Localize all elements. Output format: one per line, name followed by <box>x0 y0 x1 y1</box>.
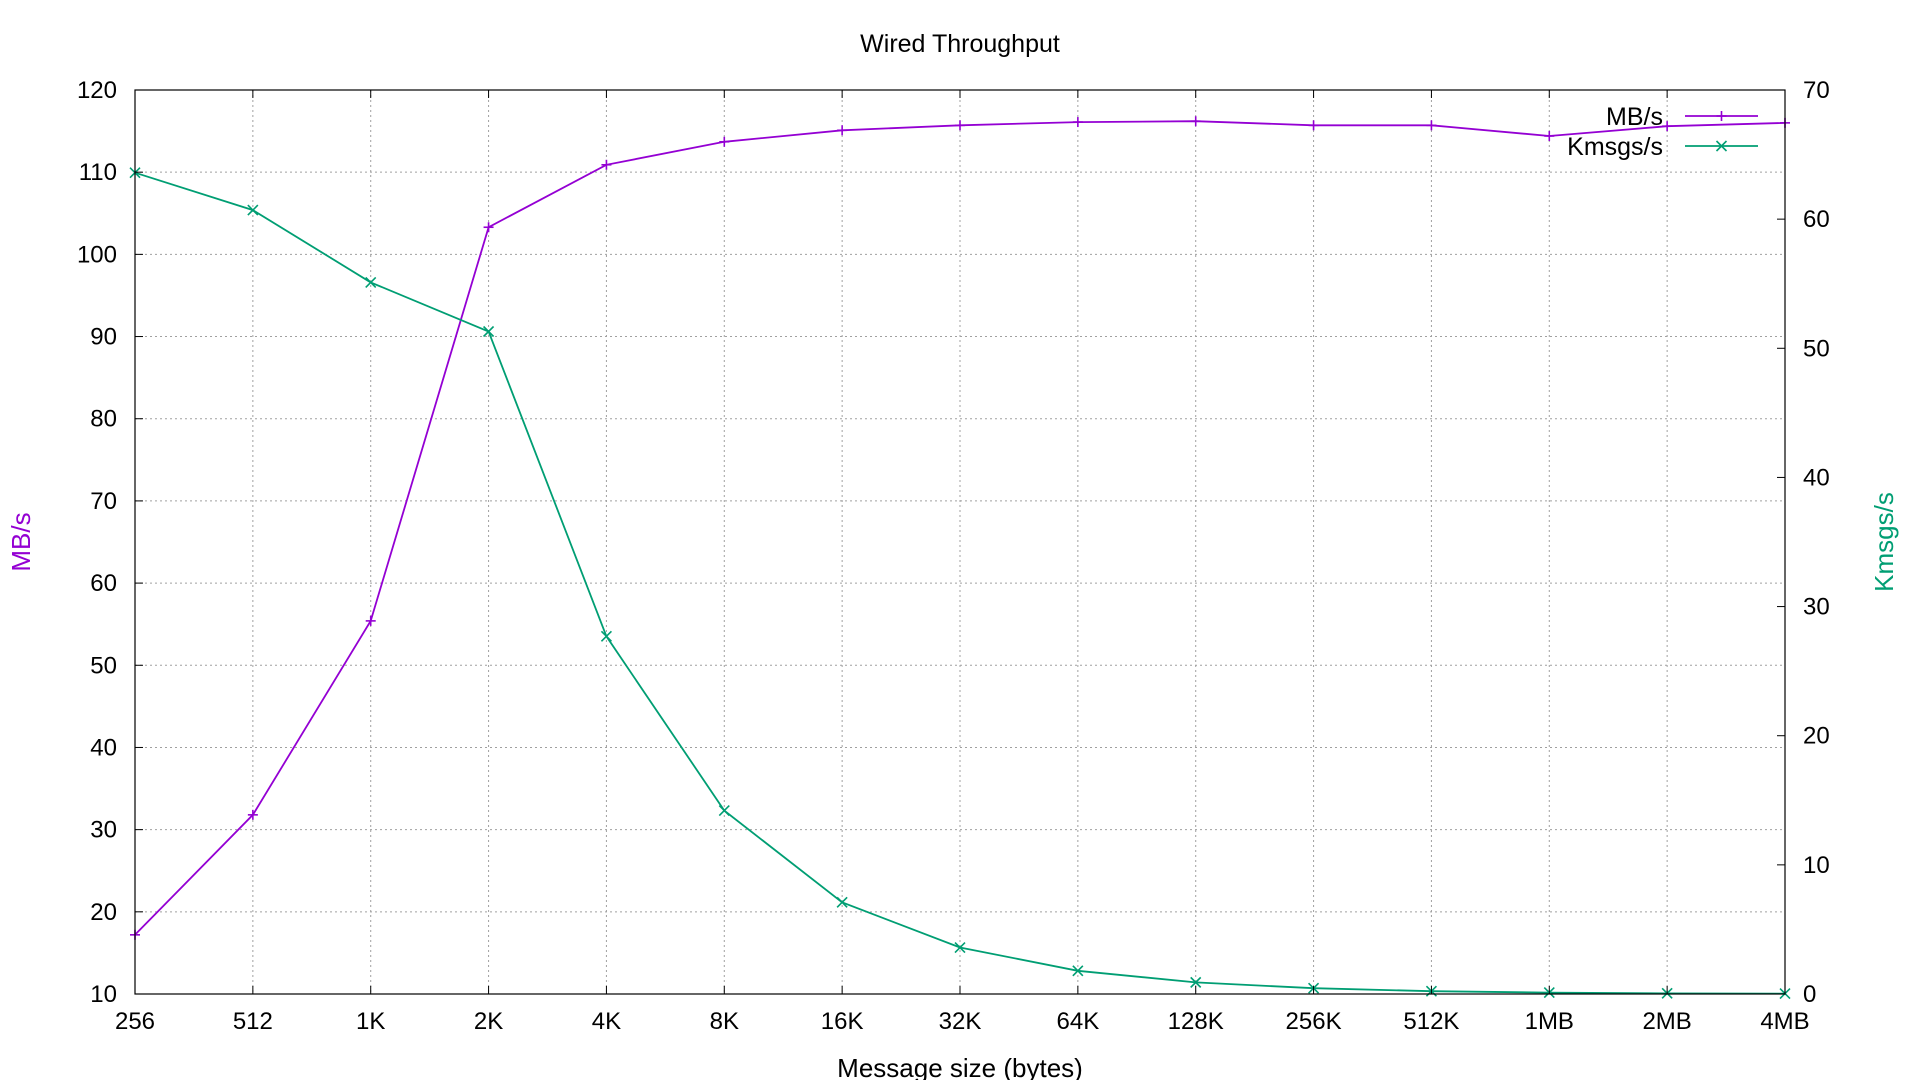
data-point-kmsgs <box>1190 976 1202 988</box>
y-tick-label-left: 80 <box>90 406 117 433</box>
data-point-mbps <box>247 809 258 820</box>
x-tick-label: 1K <box>356 1008 385 1035</box>
data-point-mbps <box>955 120 965 131</box>
x-tick-label: 4K <box>592 1008 621 1035</box>
data-point-mbps <box>719 136 730 147</box>
data-point-mbps <box>483 222 494 233</box>
x-tick-label: 256K <box>1286 1008 1342 1035</box>
y-tick-label-left: 40 <box>90 734 117 761</box>
x-axis-label: Message size (bytes) <box>837 1053 1083 1080</box>
x-tick-label: 2MB <box>1642 1008 1691 1035</box>
y-axis-label-right: Kmsgs/s <box>1869 492 1899 592</box>
x-tick-label: 512K <box>1403 1008 1459 1035</box>
data-point-kmsgs <box>483 325 495 338</box>
y-tick-label-left: 100 <box>77 241 117 268</box>
data-point-mbps <box>601 159 612 170</box>
y-tick-label-right: 30 <box>1803 594 1830 621</box>
y-tick-label-left: 20 <box>90 899 117 926</box>
y-tick-label-right: 10 <box>1803 852 1830 879</box>
x-tick-label: 32K <box>939 1008 982 1035</box>
data-point-mbps <box>1308 120 1319 131</box>
legend-label-kmsgs: Kmsgs/s <box>1567 133 1663 161</box>
x-tick-label: 8K <box>710 1008 739 1035</box>
y-tick-label-left: 10 <box>90 981 117 1008</box>
y-tick-label-left: 60 <box>90 570 117 597</box>
y-tick-label-left: 90 <box>90 324 117 351</box>
y-tick-label-right: 0 <box>1803 981 1816 1008</box>
legend-marker-mbps <box>1716 111 1727 121</box>
y-axis-label-left: MB/s <box>6 512 36 571</box>
data-point-kmsgs <box>1072 965 1084 977</box>
ticks: 256 512 1K 2K 4K 8K 16K 32K 64K 128K 256K 512K 1MB 2M… <box>77 77 1830 1035</box>
data-point-mbps <box>1544 131 1555 142</box>
x-tick-label: 4MB <box>1760 1008 1809 1035</box>
data-point-mbps <box>365 615 376 626</box>
data-point-kmsgs <box>600 630 612 642</box>
data-point-kmsgs <box>836 896 848 908</box>
x-tick-label: 16K <box>821 1008 864 1035</box>
data-point-kmsgs <box>718 805 730 817</box>
data-point-mbps <box>1190 116 1201 127</box>
data-point-mbps <box>1072 117 1083 128</box>
x-tick-label: 2K <box>474 1008 503 1035</box>
y-tick-label-right: 40 <box>1803 464 1830 491</box>
data-point-mbps <box>1426 120 1437 131</box>
y-tick-label-left: 70 <box>90 488 117 515</box>
x-tick-label: 128K <box>1168 1008 1224 1035</box>
grid <box>135 90 1785 994</box>
y-tick-label-left: 30 <box>90 817 117 844</box>
data-point-kmsgs <box>954 941 966 954</box>
x-tick-label: 1MB <box>1525 1008 1574 1035</box>
y-tick-label-right: 70 <box>1803 77 1830 104</box>
y-tick-label-left: 110 <box>79 159 117 186</box>
data-point-mbps <box>837 125 848 136</box>
y-tick-label-left: 50 <box>90 652 117 679</box>
chart-title: Wired Throughput <box>860 30 1060 58</box>
x-tick-label: 256 <box>115 1008 155 1035</box>
y-tick-label-right: 50 <box>1803 335 1830 362</box>
legend-label-mbps: MB/s <box>1606 103 1663 131</box>
y-tick-label-right: 60 <box>1803 206 1830 233</box>
series-line-mbps <box>134 120 1786 936</box>
data-point-mbps <box>1662 121 1673 132</box>
y-tick-label-left: 120 <box>77 77 117 104</box>
x-tick-label: 512 <box>233 1008 273 1035</box>
legend-marker-kmsgs <box>1715 140 1728 152</box>
x-tick-label: 64K <box>1057 1008 1100 1035</box>
y-tick-label-right: 20 <box>1803 723 1830 750</box>
series-layer <box>129 116 1791 1000</box>
data-point-kmsgs <box>365 276 377 288</box>
data-point-kmsgs <box>247 204 259 216</box>
